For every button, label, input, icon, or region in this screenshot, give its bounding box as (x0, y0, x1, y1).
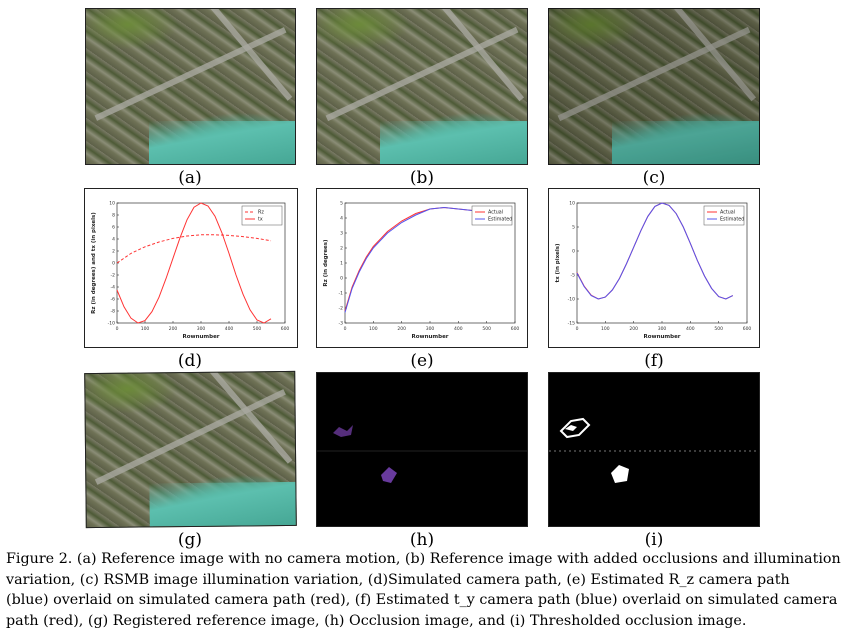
y-tick-label: 8 (112, 213, 115, 219)
caption-line-2: variation, (c) RSMB image illumination v… (6, 571, 790, 588)
caption-line-1: Figure 2. (a) Reference image with no ca… (6, 551, 841, 567)
x-axis-label: Rownumber (643, 334, 680, 340)
chart-f-svg: 0 100 200 300 400 500 600 10 5 0 -5 -10 -15 Rownumber… (555, 201, 752, 340)
x-tick-label: 400 (225, 326, 234, 332)
panel-label-e: (e) (410, 351, 434, 371)
chart-d: 0 100 200 300 400 500 600 10 8 6 4 2 0 -2 -4 -6 -8 -10 Row… (84, 188, 298, 348)
y-tick-label: 10 (569, 201, 575, 207)
x-tick-label: 0 (116, 326, 119, 332)
legend-label: Actual (488, 210, 503, 216)
y-tick-label: -1 (339, 291, 344, 297)
x-tick-label: 600 (281, 326, 290, 332)
series-line-rz (116, 234, 272, 264)
panel-label-i: (i) (644, 530, 664, 550)
y-tick-label: -6 (111, 297, 116, 303)
legend-box (703, 205, 745, 226)
panel-label-b: (b) (409, 168, 435, 188)
y-tick-label: -10 (108, 321, 115, 327)
x-tick-label: 200 (397, 326, 406, 332)
y-tick-label: 10 (109, 201, 115, 207)
occlusion-image-icon (316, 372, 528, 527)
y-tick-label: -2 (111, 273, 116, 279)
y-tick-label: -5 (571, 273, 576, 279)
x-axis-label: Rownumber (411, 334, 448, 340)
x-axis-label: Rownumber (182, 334, 219, 340)
y-tick-label: 3 (340, 231, 343, 237)
x-tick-label: 600 (743, 326, 752, 332)
y-tick-label: 4 (340, 216, 343, 222)
x-tick-label: 300 (197, 326, 206, 332)
y-axis-label: Rz (in degrees) (323, 239, 329, 287)
x-tick-label: 600 (511, 326, 520, 332)
chart-d-svg: 0 100 200 300 400 500 600 10 8 6 4 2 0 -2 -4 -6 -8 -10 Row… (91, 201, 290, 340)
panel-label-h: (h) (409, 530, 435, 550)
chart-e-svg: 0 100 200 300 400 500 600 5 4 3 2 1 0 -1 -2 -3 Rownumber… (323, 201, 520, 340)
y-tick-label: 4 (112, 237, 115, 243)
legend-label: Estimated (488, 217, 512, 223)
x-tick-label: 400 (454, 326, 463, 332)
y-tick-label: 2 (340, 246, 343, 252)
x-tick-label: 500 (482, 326, 491, 332)
figure-caption: Figure 2. (a) Reference image with no ca… (6, 549, 841, 631)
panel-label-d: (d) (177, 351, 203, 371)
x-tick-label: 300 (426, 326, 435, 332)
x-tick-label: 100 (601, 326, 610, 332)
legend-box (471, 205, 513, 226)
series-line-estimated (344, 206, 501, 313)
y-tick-label: 1 (340, 261, 343, 267)
y-tick-label: 0 (112, 261, 115, 267)
y-tick-label: -8 (111, 309, 116, 315)
y-tick-label: 2 (112, 249, 115, 255)
y-axis-label: Rz (in degrees) and tx (in pixels) (91, 212, 97, 314)
panel-label-c: (c) (642, 168, 666, 188)
panel-label-g: (g) (177, 530, 203, 550)
aerial-image-occluded-icon (316, 8, 528, 165)
y-tick-label: -10 (568, 297, 575, 303)
x-tick-label: 300 (658, 326, 667, 332)
x-tick-label: 0 (576, 326, 579, 332)
series-line-tx (116, 202, 272, 324)
y-tick-label: 0 (340, 276, 343, 282)
x-tick-label: 0 (344, 326, 347, 332)
x-tick-label: 400 (686, 326, 695, 332)
y-axis-label: tx (in pixels) (555, 243, 561, 283)
y-tick-label: 5 (340, 201, 343, 207)
y-tick-label: -15 (568, 321, 575, 327)
chart-e: 0 100 200 300 400 500 600 5 4 3 2 1 0 -1 -2 -3 Rownumber… (316, 188, 528, 348)
panel-label-f: (f) (644, 351, 664, 371)
legend-label: Estimated (720, 217, 744, 223)
y-tick-label: -4 (111, 285, 116, 291)
chart-f: 0 100 200 300 400 500 600 10 5 0 -5 -10 -15 Rownumber… (548, 188, 760, 348)
x-tick-label: 500 (714, 326, 723, 332)
y-tick-label: -3 (339, 321, 344, 327)
legend-box (241, 205, 283, 226)
y-tick-label: 6 (112, 225, 115, 231)
legend-label: tx (258, 217, 263, 223)
x-tick-label: 200 (169, 326, 178, 332)
thresholded-occlusion-image-icon (548, 372, 760, 527)
caption-line-4: path (red), (g) Registered reference ima… (6, 612, 747, 629)
y-tick-label: 0 (572, 249, 575, 255)
aerial-image-rsmb-icon (548, 8, 760, 165)
x-tick-label: 500 (253, 326, 262, 332)
x-tick-label: 100 (369, 326, 378, 332)
panel-label-a: (a) (178, 168, 202, 188)
series-line-estimated (576, 202, 734, 300)
y-tick-label: 5 (572, 225, 575, 231)
aerial-image-registered-icon (84, 370, 297, 529)
caption-line-3: (blue) overlaid on simulated camera path… (6, 592, 838, 608)
legend-label: Actual (720, 210, 735, 216)
x-tick-label: 100 (141, 326, 150, 332)
legend-label: Rz (258, 210, 264, 216)
aerial-image-icon (85, 8, 296, 165)
x-tick-label: 200 (629, 326, 638, 332)
y-tick-label: -2 (339, 306, 344, 312)
